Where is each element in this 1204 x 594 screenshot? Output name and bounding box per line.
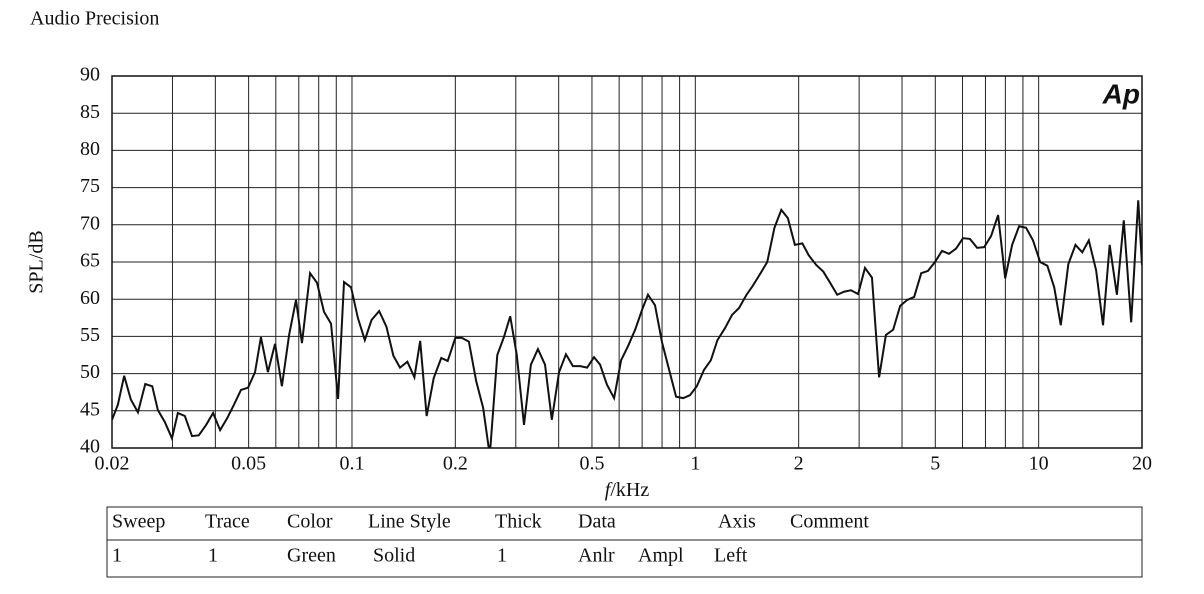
x-tick-label: 0.1 [339,453,364,475]
table-cell: 1 [112,545,122,567]
y-axis-label: SPL/dB [26,230,48,293]
y-tick-label: 50 [80,361,100,383]
y-tick-label: 80 [80,138,100,160]
response-line [112,200,1142,448]
table-cell: Ampl [638,545,684,567]
y-tick-label: 55 [80,324,100,346]
table-cell: Anlr [578,545,615,567]
x-axis-unit: /kHz [610,479,649,501]
table-header-cell: Sweep [112,511,165,533]
x-tick-label: 0.05 [231,453,266,475]
y-tick-label: 70 [80,212,100,234]
table-cell: 1 [497,545,507,567]
x-tick-label: 0.2 [443,453,468,475]
table-cell: Green [287,545,336,567]
legend-table [106,506,1143,578]
x-tick-label: 0.02 [95,453,130,475]
y-tick-label: 85 [80,101,100,123]
y-tick-label: 60 [80,287,100,309]
x-axis-label: f/kHz [605,479,650,501]
x-tick-label: 5 [930,453,940,475]
table-header-cell: Thick [495,511,542,533]
y-tick-label: 65 [80,250,100,272]
x-tick-label: 10 [1029,453,1049,475]
table-cell: Left [714,545,748,567]
y-tick-label: 45 [80,398,100,420]
table-header-cell: Trace [205,511,250,533]
table-header-cell: Axis [718,511,756,533]
y-tick-label: 75 [80,175,100,197]
table-cell: 1 [208,545,218,567]
x-tick-label: 1 [690,453,700,475]
table-cell: Solid [373,545,415,567]
table-header-cell: Data [578,511,616,533]
x-tick-label: 2 [794,453,804,475]
table-header-cell: Line Style [368,511,451,533]
table-header-cell: Color [287,511,333,533]
x-tick-label: 0.5 [579,453,604,475]
y-tick-label: 90 [80,64,100,86]
y-tick-label: 40 [80,436,100,458]
chart-title: Audio Precision [30,8,159,30]
logo: Ap [1102,78,1140,109]
table-header-cell: Comment [790,511,869,533]
x-axis-symbol: f [605,479,613,501]
x-tick-label: 20 [1132,453,1152,475]
